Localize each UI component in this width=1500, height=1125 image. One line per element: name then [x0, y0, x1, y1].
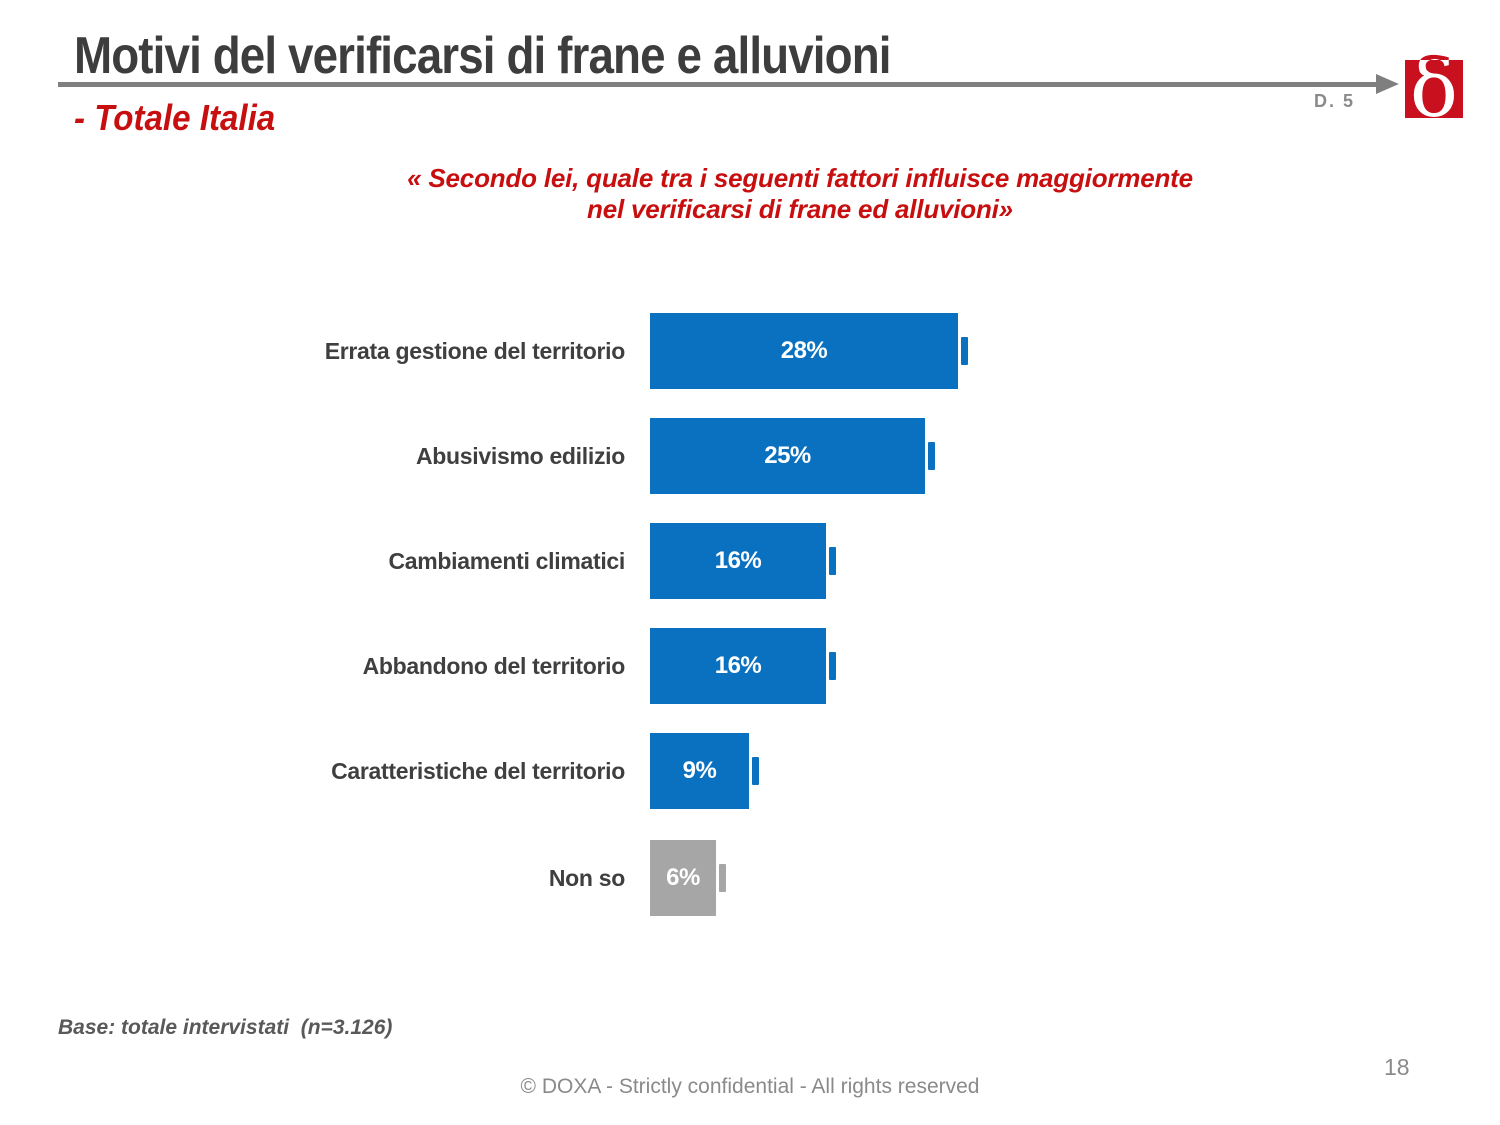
- survey-question-line2: nel verificarsi di frane ed alluvioni»: [587, 194, 1013, 224]
- category-label: Abbandono del territorio: [362, 652, 626, 679]
- question-reference: D. 5: [1314, 91, 1356, 111]
- logo-delta-inner: δ: [1410, 42, 1458, 120]
- category-label: Errata gestione del territorio: [324, 337, 626, 364]
- doxa-logo: δ δ: [1402, 40, 1466, 135]
- doxa-delta-icon: δ δ: [1405, 42, 1463, 135]
- category-label: Caratteristiche del territorio: [331, 757, 625, 784]
- bar-row: Cambiamenti climatici 16%: [0, 523, 1500, 599]
- bar-row: Errata gestione del territorio 28%: [0, 313, 1500, 389]
- bar-value-label: 28%: [780, 337, 828, 364]
- confidentiality-notice: © DOXA - Strictly confidential - All rig…: [520, 1075, 980, 1098]
- survey-question: « Secondo lei, quale tra i seguenti fatt…: [110, 163, 1490, 225]
- base-note: Base: totale intervistati (n=3.126): [58, 1016, 393, 1039]
- bar: 28%: [650, 313, 968, 389]
- title-underline: [58, 82, 1378, 87]
- bar-value-label: 6%: [666, 864, 700, 891]
- bar-value-label: 25%: [764, 442, 811, 469]
- page-title: Motivi del verificarsi di frane e alluvi…: [74, 27, 891, 85]
- bar-row: Abbandono del territorio 16%: [0, 628, 1500, 704]
- bar: 9%: [650, 733, 759, 809]
- bar-value-label: 16%: [714, 547, 762, 574]
- category-label: Abusivismo edilizio: [415, 442, 625, 469]
- bar-value-label: 9%: [682, 757, 717, 784]
- bar-value-label: 16%: [714, 652, 762, 679]
- bar: 16%: [650, 523, 836, 599]
- bar: 16%: [650, 628, 836, 704]
- category-label: Non so: [548, 864, 625, 891]
- survey-question-line1: « Secondo lei, quale tra i seguenti fatt…: [407, 163, 1193, 193]
- arrow-right-icon: [1376, 74, 1399, 94]
- page-subtitle: - Totale Italia: [74, 97, 276, 138]
- logo-square: [1405, 60, 1463, 118]
- bar: 25%: [650, 418, 935, 494]
- bar-row: Caratteristiche del territorio 9%: [0, 733, 1500, 809]
- bar-row: Abusivismo edilizio 25%: [0, 418, 1500, 494]
- page-number: 18: [1384, 1054, 1410, 1080]
- category-label: Cambiamenti climatici: [388, 547, 625, 574]
- bar: 6%: [650, 840, 726, 916]
- bar-row: Non so 6%: [0, 840, 1500, 916]
